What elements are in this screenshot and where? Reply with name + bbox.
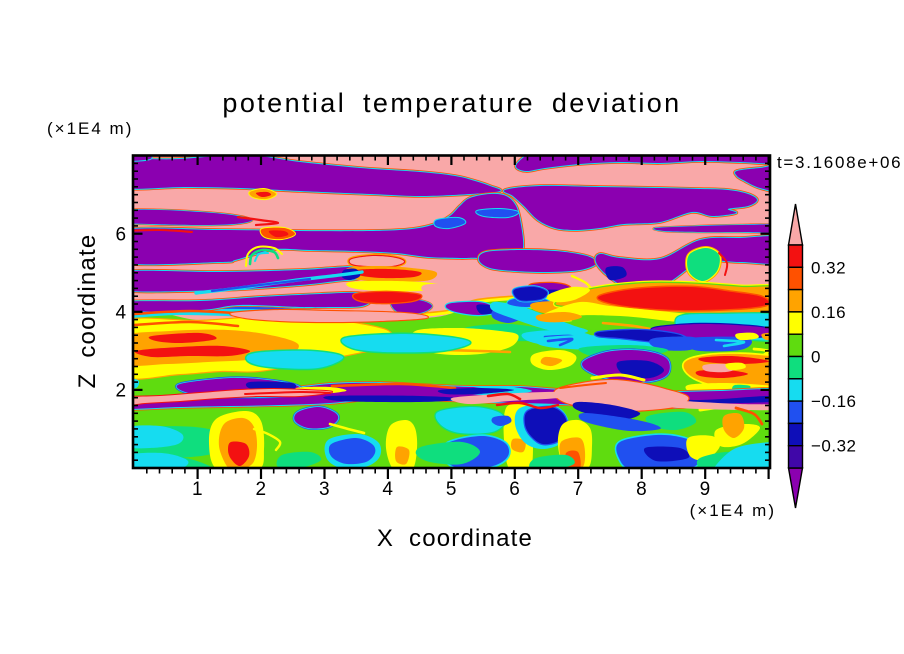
svg-text:−0.16: −0.16 bbox=[811, 392, 857, 411]
svg-text:8: 8 bbox=[636, 479, 647, 500]
svg-text:0: 0 bbox=[811, 348, 821, 367]
svg-text:2: 2 bbox=[115, 381, 126, 402]
svg-text:2: 2 bbox=[255, 479, 266, 500]
svg-text:6: 6 bbox=[509, 479, 520, 500]
svg-text:5: 5 bbox=[446, 479, 457, 500]
svg-text:4: 4 bbox=[115, 303, 126, 324]
svg-text:−0.32: −0.32 bbox=[811, 437, 857, 456]
svg-text:6: 6 bbox=[115, 225, 126, 246]
svg-text:1: 1 bbox=[192, 479, 203, 500]
svg-text:potential temperature deviatio: potential temperature deviation bbox=[222, 88, 681, 118]
svg-text:(×1E4 m): (×1E4 m) bbox=[690, 501, 776, 520]
svg-text:(×1E4 m): (×1E4 m) bbox=[47, 119, 133, 138]
svg-text:4: 4 bbox=[382, 479, 393, 500]
svg-text:3: 3 bbox=[319, 479, 330, 500]
svg-text:0.16: 0.16 bbox=[811, 303, 846, 322]
svg-text:X coordinate: X coordinate bbox=[377, 525, 533, 552]
svg-text:7: 7 bbox=[573, 479, 584, 500]
svg-text:t=3.1608e+06: t=3.1608e+06 bbox=[777, 153, 902, 172]
svg-text:9: 9 bbox=[700, 479, 711, 500]
svg-text:0.32: 0.32 bbox=[811, 258, 846, 277]
svg-text:Z coordinate: Z coordinate bbox=[74, 234, 101, 389]
